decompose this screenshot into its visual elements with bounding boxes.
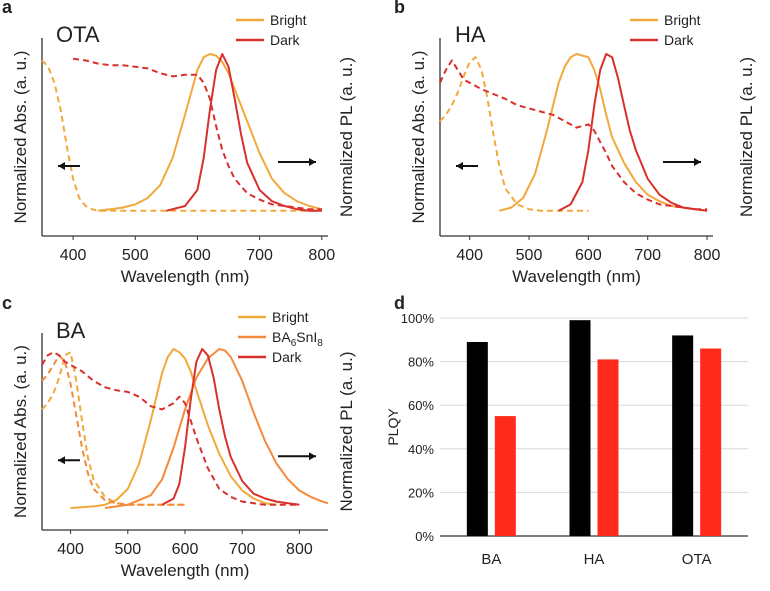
panel-b-ylabel-right: Normalized PL (a. u.) [737, 57, 756, 217]
legend-subscript: 6 [291, 338, 297, 349]
panel-b-xtick-label: 800 [694, 247, 721, 264]
panel-b-xtick-label: 600 [575, 247, 602, 264]
panel-c-xtick-label: 600 [172, 541, 199, 558]
panel-d-bar-ota-1 [700, 348, 722, 536]
panel-a-letter: a [2, 0, 13, 17]
panel-c-left-arrow-head [58, 456, 65, 465]
panel-b-series-pl-1 [499, 53, 708, 212]
panel-c-xlabel: Wavelength (nm) [121, 561, 250, 580]
panel-b-xtick-label: 400 [456, 247, 483, 264]
panel-d-ytick-label: 20% [408, 485, 434, 500]
panel-c-series-absorption-2 [41, 354, 185, 506]
panel-d-bar-ba-0 [466, 341, 488, 536]
panel-d-bar-ba-1 [494, 416, 516, 536]
panel-b-legend-label: Bright [664, 12, 701, 28]
panel-b-xlabel: Wavelength (nm) [512, 267, 641, 286]
panel-d-category-label: BA [481, 551, 501, 568]
panel-a-xtick-label: 700 [246, 247, 273, 264]
panel-d-ylabel: PLQY [385, 408, 401, 446]
panel-c-ylabel-right: Normalized PL (a. u.) [337, 352, 356, 512]
panel-a-left-arrow-head [58, 162, 65, 170]
panel-d-ytick-label: 60% [408, 398, 434, 413]
panel-c-xtick-label: 700 [229, 541, 256, 558]
panel-d-bar-ota-0 [672, 335, 694, 536]
panel-a-ylabel-right: Normalized PL (a. u.) [337, 57, 356, 217]
panel-c-xtick-label: 500 [114, 541, 141, 558]
panel-c-series-pl-3 [104, 348, 329, 509]
panel-b-left-arrow [456, 162, 478, 170]
panel-d-ytick-label: 40% [408, 442, 434, 457]
panel-d-bar-ha-1 [597, 359, 619, 536]
panel-a-left-arrow [58, 162, 80, 170]
panel-c-right-arrow-head [309, 452, 316, 461]
panel-d-ytick-label: 100% [401, 311, 435, 326]
panel-c-right-arrow [278, 452, 316, 461]
panel-b-right-arrow [663, 158, 701, 166]
panel-c-legend-label: Dark [272, 349, 303, 365]
panel-c-left-arrow [58, 456, 80, 465]
panel-a-series-pl-3 [166, 53, 322, 212]
panel-b-xtick-label: 700 [634, 247, 661, 264]
panel-b-legend-label: Dark [664, 32, 695, 48]
panel-a-right-arrow [278, 158, 316, 166]
panel-d-bar-ha-0 [569, 320, 591, 536]
panel-a-title: OTA [56, 22, 100, 47]
panel-a-xtick-label: 800 [308, 247, 335, 264]
panel-d-category-label: HA [584, 551, 605, 568]
panel-c-letter: c [2, 293, 12, 313]
panel-a-xtick-label: 400 [60, 247, 87, 264]
panel-c-legend-label: Bright [272, 309, 309, 325]
panel-b-ylabel-left: Normalized Abs. (a. u.) [409, 51, 428, 224]
panel-d-ytick-label: 0% [415, 529, 434, 544]
panel-b-series-pl-3 [558, 53, 708, 212]
panel-c-title: BA [56, 318, 86, 343]
panel-d-ytick-label: 80% [408, 355, 434, 370]
panel-b-series-absorption-2 [439, 59, 708, 211]
panel-b-right-arrow-head [694, 158, 701, 166]
panel-b-left-arrow-head [456, 162, 463, 170]
panel-a-xtick-label: 500 [122, 247, 149, 264]
panel-d-letter: d [394, 293, 405, 313]
legend-subscript: 8 [317, 338, 323, 349]
panel-b-series-absorption-0 [439, 56, 589, 212]
panel-a-legend-label: Bright [270, 12, 307, 28]
panel-b-xtick-label: 500 [516, 247, 543, 264]
panel-c-series-pl-5 [161, 348, 300, 506]
panel-c-legend-label: BA6SnI8 [272, 329, 323, 349]
legend-text: SnI [296, 329, 317, 345]
panel-a-series-absorption-2 [72, 57, 322, 211]
panel-a-legend-label: Dark [270, 32, 301, 48]
panel-c-xtick-label: 400 [57, 541, 84, 558]
panel-c-ylabel-left: Normalized Abs. (a. u.) [11, 345, 30, 518]
panel-c-series-pl-1 [70, 348, 277, 509]
panel-a-xtick-label: 600 [184, 247, 211, 264]
panel-a-ylabel-left: Normalized Abs. (a. u.) [11, 51, 30, 224]
panel-a-xlabel: Wavelength (nm) [121, 267, 250, 286]
panel-a-series-absorption-0 [41, 59, 322, 212]
panel-c-series-absorption-0 [41, 351, 185, 506]
panel-c-xtick-label: 800 [286, 541, 313, 558]
panel-d-category-label: OTA [682, 551, 712, 568]
panel-a-series-pl-1 [97, 53, 323, 212]
panel-b-letter: b [394, 0, 405, 17]
panel-a-right-arrow-head [309, 158, 316, 166]
panel-b-title: HA [455, 22, 486, 47]
